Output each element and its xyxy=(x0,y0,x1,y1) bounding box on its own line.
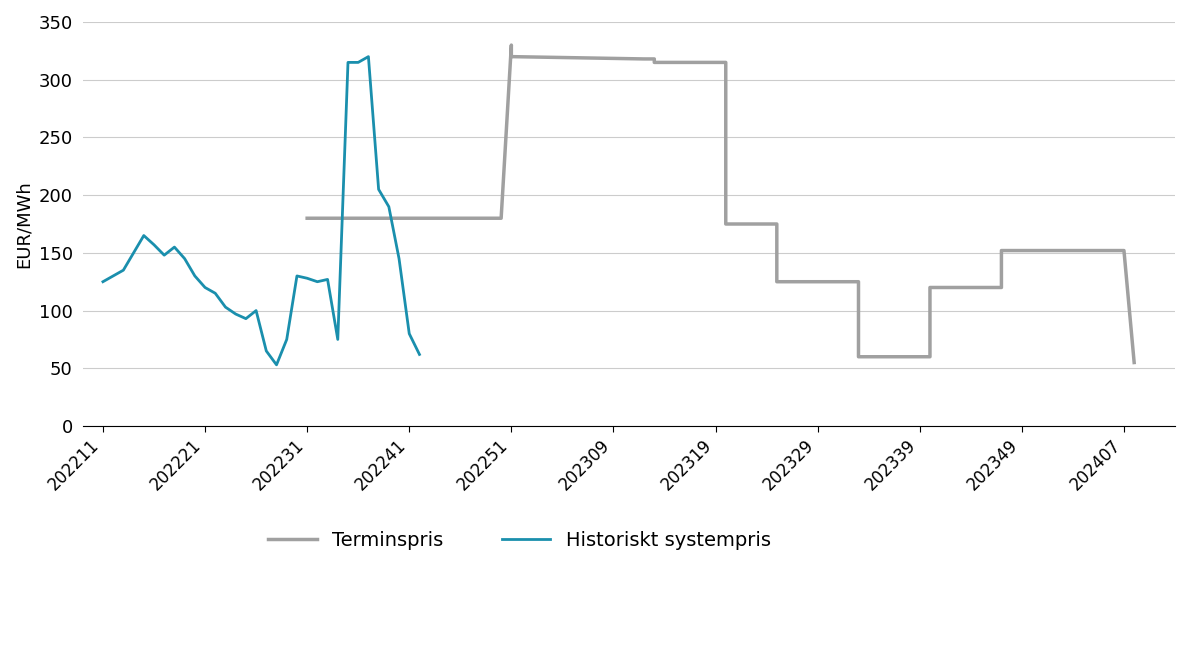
Legend: Terminspris, Historiskt systempris: Terminspris, Historiskt systempris xyxy=(261,523,778,558)
Y-axis label: EUR/MWh: EUR/MWh xyxy=(15,180,33,268)
